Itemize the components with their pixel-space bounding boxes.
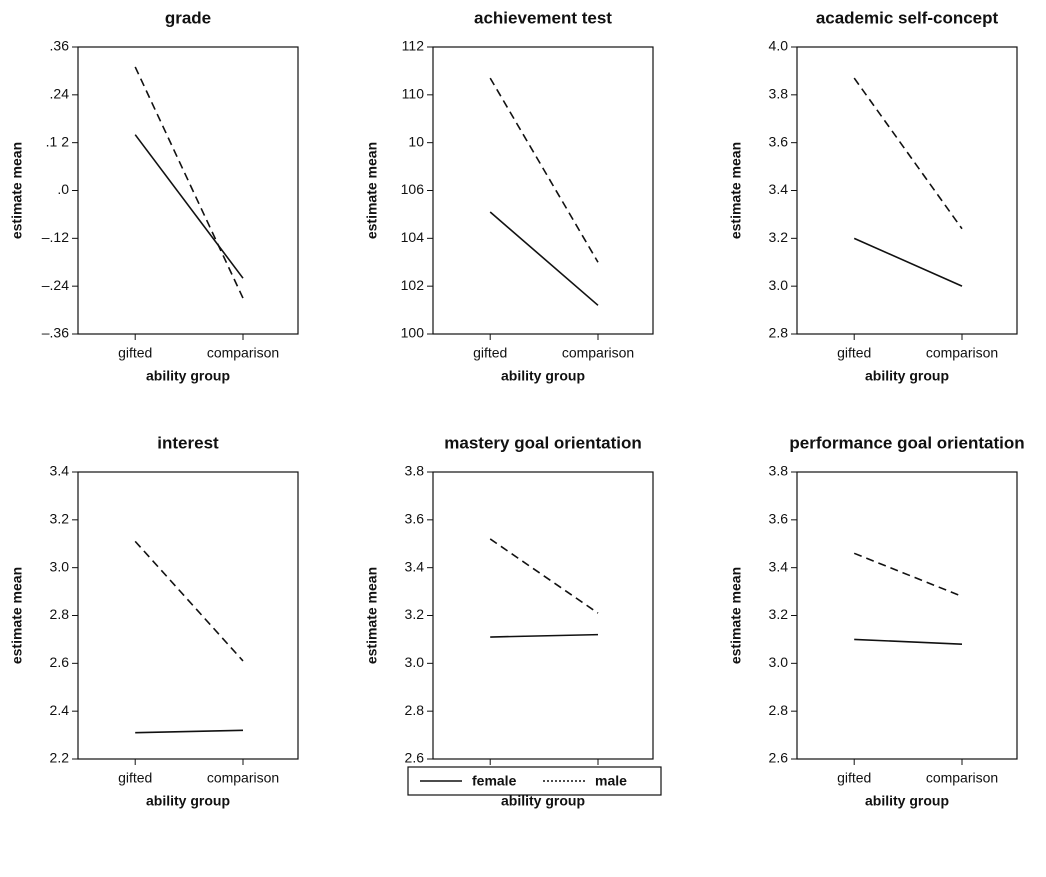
legend-label: male	[595, 773, 627, 789]
y-tick-label: 3.0	[405, 654, 425, 670]
y-tick-label: 2.8	[769, 325, 789, 341]
y-tick-label: 2.6	[50, 654, 70, 670]
series-line	[490, 633, 599, 638]
series-line	[134, 134, 244, 279]
chart-title: mastery goal orientation	[444, 433, 641, 452]
series-line	[489, 538, 599, 614]
y-tick-label: 3.8	[769, 86, 789, 102]
plot-frame	[796, 471, 1018, 760]
y-tick-label: 3.4	[769, 558, 789, 574]
series-line	[853, 77, 963, 230]
y-tick-label: 2.6	[769, 750, 789, 766]
y-tick-label: 3.6	[769, 511, 789, 527]
y-tick-label: 3.4	[50, 463, 70, 479]
series-line	[853, 552, 963, 598]
y-tick-label: 3.4	[769, 181, 789, 197]
x-axis-label: ability group	[865, 793, 949, 809]
y-axis-label: estimate mean	[9, 567, 25, 664]
y-tick-label: .36	[50, 38, 70, 54]
x-tick-label: comparison	[926, 345, 998, 361]
chart-title: interest	[157, 433, 219, 452]
x-tick-label: comparison	[926, 770, 998, 786]
y-tick-label: 3.8	[405, 463, 425, 479]
legend-label: female	[472, 773, 517, 789]
series-line	[489, 77, 599, 263]
plot-frame	[432, 46, 654, 335]
y-tick-label: 4.0	[769, 38, 789, 54]
x-tick-label: comparison	[207, 770, 279, 786]
x-axis-label: ability group	[501, 793, 585, 809]
x-tick-label: gifted	[837, 345, 871, 361]
y-axis-label: estimate mean	[364, 567, 380, 664]
y-tick-label: 3.0	[769, 277, 789, 293]
y-tick-label: 106	[401, 181, 425, 197]
y-tick-label: –.24	[42, 277, 69, 293]
plot-frame	[77, 471, 299, 760]
series-line	[135, 729, 244, 734]
x-axis-label: ability group	[146, 793, 230, 809]
y-tick-label: 112	[402, 38, 425, 54]
series-line	[489, 211, 599, 306]
y-tick-label: 2.8	[769, 702, 789, 718]
chart-title: performance goal orientation	[789, 433, 1024, 452]
x-tick-label: gifted	[837, 770, 871, 786]
y-tick-label: 2.6	[405, 750, 425, 766]
series-line	[134, 540, 244, 662]
y-tick-label: 10	[408, 133, 424, 149]
y-tick-label: 3.2	[769, 229, 789, 245]
x-tick-label: comparison	[562, 345, 634, 361]
y-tick-label: 2.4	[50, 702, 70, 718]
y-tick-label: 3.6	[769, 133, 789, 149]
y-tick-label: .0	[57, 181, 69, 197]
x-tick-label: gifted	[473, 345, 507, 361]
y-tick-label: 3.6	[405, 511, 425, 527]
y-tick-label: 100	[401, 325, 425, 341]
plot-frame	[432, 471, 654, 760]
chart-title: academic self-concept	[816, 8, 999, 27]
series-line	[134, 66, 244, 299]
x-axis-label: ability group	[146, 368, 230, 384]
y-tick-label: 2.2	[50, 750, 70, 766]
y-tick-label: –.12	[42, 229, 69, 245]
x-tick-label: comparison	[207, 345, 279, 361]
y-tick-label: .24	[50, 86, 70, 102]
y-tick-label: 2.8	[405, 702, 425, 718]
y-tick-label: 2.8	[50, 606, 70, 622]
y-axis-label: estimate mean	[728, 142, 744, 239]
chart-title: achievement test	[474, 8, 612, 27]
y-tick-label: 3.8	[769, 463, 789, 479]
y-tick-label: 3.2	[50, 511, 70, 527]
y-tick-label: 110	[402, 86, 425, 102]
x-tick-label: gifted	[118, 345, 152, 361]
y-axis-label: estimate mean	[728, 567, 744, 664]
x-axis-label: ability group	[865, 368, 949, 384]
series-line	[853, 237, 963, 287]
y-tick-label: 104	[401, 229, 425, 245]
x-axis-label: ability group	[501, 368, 585, 384]
y-tick-label: 3.4	[405, 558, 425, 574]
plot-frame	[77, 46, 299, 335]
plot-frame	[796, 46, 1018, 335]
y-tick-label: 3.0	[769, 654, 789, 670]
y-axis-label: estimate mean	[9, 142, 25, 239]
y-tick-label: –.36	[42, 325, 69, 341]
series-line	[854, 638, 963, 645]
chart-title: grade	[165, 8, 211, 27]
y-tick-label: 102	[401, 277, 425, 293]
y-tick-label: 3.2	[769, 606, 789, 622]
y-tick-label: 3.0	[50, 558, 70, 574]
y-tick-label: 3.2	[405, 606, 425, 622]
x-tick-label: gifted	[118, 770, 152, 786]
y-tick-label: .1 2	[46, 133, 70, 149]
y-axis-label: estimate mean	[364, 142, 380, 239]
